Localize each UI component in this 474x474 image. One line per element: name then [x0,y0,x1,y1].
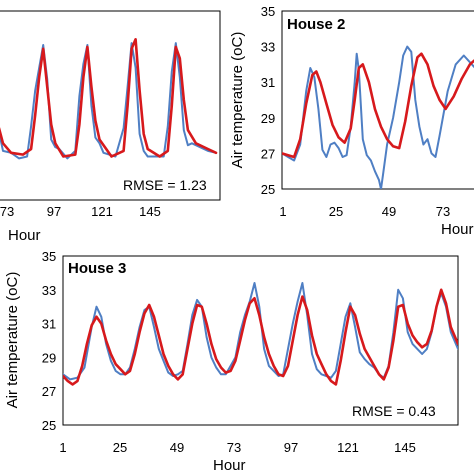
house-1-x-tick-label: 121 [91,204,113,219]
house-2-x-tick-labels: 1 25 49 73 [279,204,450,219]
house-3-y-tick-label: 29 [42,350,56,365]
house-1-chart: RMSE = 1.23 73 97 121 145 Hour [0,10,221,244]
house-3-x-axis-label: Hour [213,457,246,474]
house-1-rmse-annotation: RMSE = 1.23 [123,177,207,193]
house-3-rmse-annotation: RMSE = 0.43 [352,403,436,419]
house-2-x-tick-label: 25 [329,204,343,219]
house-3-y-tick-labels: 25 27 29 31 33 35 [42,249,56,433]
house-3-x-tick-label: 25 [113,440,127,455]
house-3-x-tick-label: 1 [59,440,66,455]
house-3-series-group [63,282,458,386]
house-3-y-axis-label: Air temperature (oC) [4,272,21,409]
house-2-series-group [282,45,474,189]
house-3-x-tick-label: 97 [284,440,298,455]
house-2-y-tick-label: 35 [261,4,275,19]
house-1-simulated-line [0,37,218,158]
house-2-y-tick-label: 25 [261,182,275,197]
house-3-title: House 3 [68,260,126,277]
house-2-simulated-line [282,52,474,159]
house-3-y-tick-label: 31 [42,317,56,332]
house-1-x-tick-label: 97 [47,204,61,219]
house-1-x-tick-label: 73 [0,204,14,219]
house-1-x-tick-label: 145 [139,204,161,219]
house-3-x-tick-labels: 1 25 49 73 97 121 145 [59,440,415,455]
house-3-y-tick-label: 35 [42,249,56,264]
house-2-y-tick-label: 31 [261,75,275,90]
house-3-x-tick-label: 145 [394,440,416,455]
house-2-y-tick-label: 27 [261,146,275,161]
house-1-series-group [0,37,218,160]
house-2-x-tick-label: 73 [436,204,450,219]
house-2-x-axis-label: Hour [441,221,474,238]
house-3-x-tick-label: 121 [337,440,359,455]
house-3-simulated-line [63,288,458,386]
house-3-y-tick-label: 25 [42,418,56,433]
house-2-title: House 2 [287,16,345,33]
house-2-y-tick-label: 33 [261,40,275,55]
house-2-plot-frame [281,10,474,190]
house-2-y-tick-label: 29 [261,111,275,126]
house-2-y-axis-label: Air temperature (oC) [229,32,246,169]
house-3-x-tick-label: 73 [227,440,241,455]
house-2-x-tick-label: 1 [279,204,286,219]
house-2-y-tick-labels: 25 27 29 31 33 35 [261,4,275,197]
house-2-x-tick-label: 49 [382,204,396,219]
house-2-chart: 25 27 29 31 33 35 1 25 49 73 House 2 Hour Air te… [229,4,474,238]
house-3-plot-frame [62,255,459,426]
house-3-y-tick-label: 33 [42,283,56,298]
house-3-y-tick-label: 27 [42,384,56,399]
house-2-measured-line [282,45,474,189]
house-1-x-tick-labels: 73 97 121 145 [0,204,161,219]
house-1-x-axis-label: Hour [8,227,41,244]
house-3-x-tick-label: 49 [170,440,184,455]
